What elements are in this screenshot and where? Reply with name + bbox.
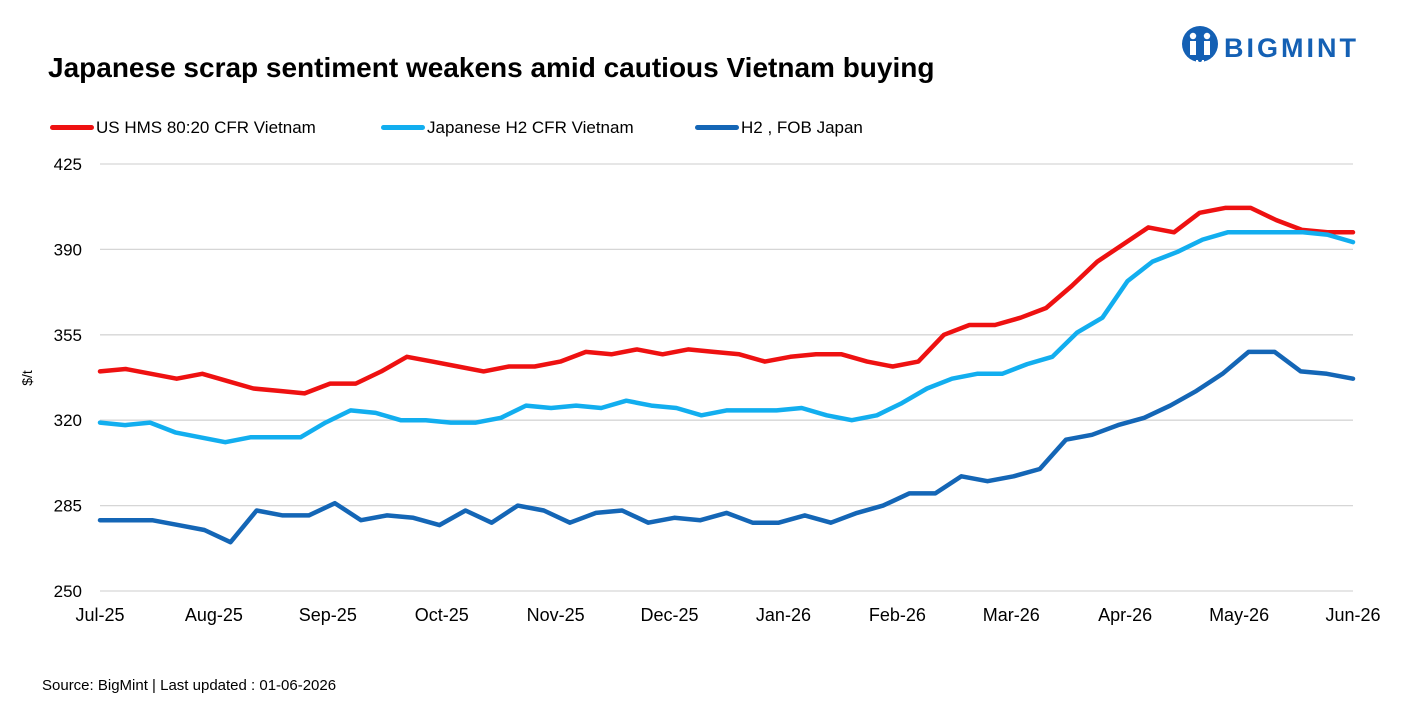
x-tick-label: Feb-26 <box>869 605 926 625</box>
bigmint-logo-text: BIGMINT <box>1224 33 1359 63</box>
x-tick-label: Jun-26 <box>1325 605 1380 625</box>
legend-label-h2-fob-japan: H2 , FOB Japan <box>741 118 863 137</box>
y-axis-label: $/t <box>19 370 35 386</box>
y-tick-label: 355 <box>54 326 82 345</box>
y-tick-label: 250 <box>54 582 82 601</box>
bigmint-logo: BIGMINT <box>1180 24 1356 68</box>
y-tick-label: 285 <box>54 497 82 516</box>
x-tick-label: Nov-25 <box>527 605 585 625</box>
series-line-0 <box>97 205 1356 396</box>
series-line-2 <box>97 349 1356 545</box>
x-tick-label: Dec-25 <box>641 605 699 625</box>
source-note: Source: BigMint | Last updated : 01-06-2… <box>42 677 337 694</box>
x-tick-label: Aug-25 <box>185 605 243 625</box>
legend-swatch-japanese-h2-cfr <box>381 125 425 130</box>
y-tick-label: 425 <box>54 155 82 174</box>
series-line-1 <box>97 230 1356 445</box>
legend-label-japanese-h2-cfr: Japanese H2 CFR Vietnam <box>427 118 634 137</box>
y-tick-label: 390 <box>54 240 82 259</box>
legend-swatch-h2-fob-japan <box>695 125 739 130</box>
x-tick-label: Jul-25 <box>75 605 124 625</box>
bigmint-logo-icon <box>1182 26 1218 66</box>
legend-label-us-hms: US HMS 80:20 CFR Vietnam <box>96 118 316 137</box>
x-tick-label: Jan-26 <box>756 605 811 625</box>
chart-title: Japanese scrap sentiment weakens amid ca… <box>48 52 935 83</box>
x-tick-label: May-26 <box>1209 605 1269 625</box>
y-tick-label: 320 <box>54 411 82 430</box>
x-tick-label: Mar-26 <box>983 605 1040 625</box>
x-tick-label: Oct-25 <box>415 605 469 625</box>
x-tick-label: Apr-26 <box>1098 605 1152 625</box>
x-tick-label: Sep-25 <box>299 605 357 625</box>
legend-swatch-us-hms <box>50 125 94 130</box>
